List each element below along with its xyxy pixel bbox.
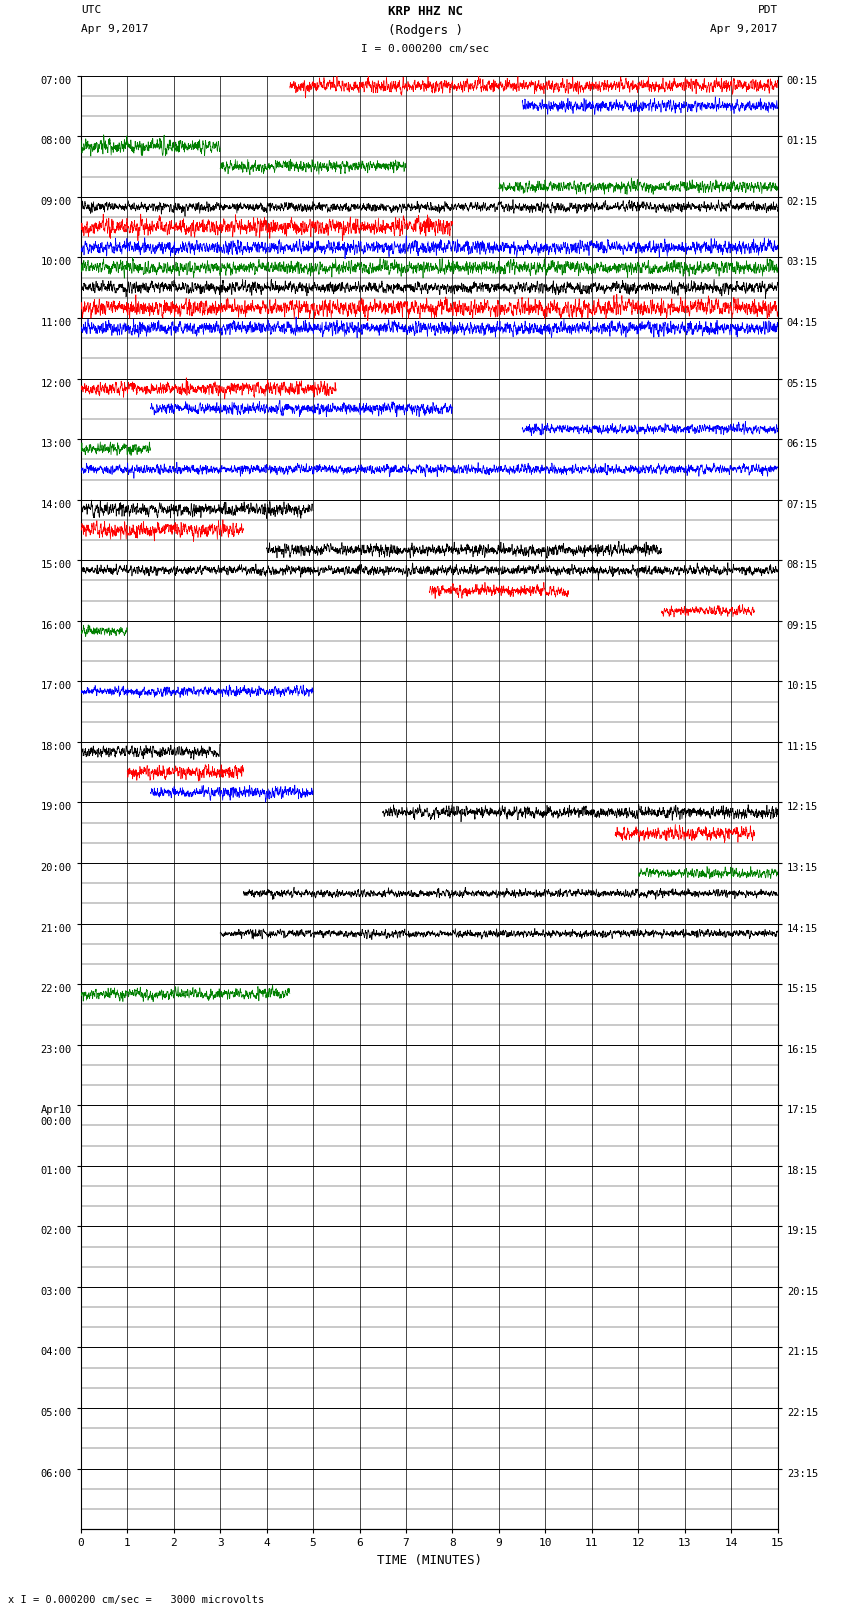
Text: x I = 0.000200 cm/sec =   3000 microvolts: x I = 0.000200 cm/sec = 3000 microvolts [8, 1595, 264, 1605]
Text: KRP HHZ NC: KRP HHZ NC [388, 5, 462, 18]
X-axis label: TIME (MINUTES): TIME (MINUTES) [377, 1553, 482, 1566]
Text: Apr 9,2017: Apr 9,2017 [711, 24, 778, 34]
Text: PDT: PDT [757, 5, 778, 15]
Text: I = 0.000200 cm/sec: I = 0.000200 cm/sec [361, 44, 489, 53]
Text: UTC: UTC [81, 5, 101, 15]
Text: (Rodgers ): (Rodgers ) [388, 24, 462, 37]
Text: Apr 9,2017: Apr 9,2017 [81, 24, 148, 34]
